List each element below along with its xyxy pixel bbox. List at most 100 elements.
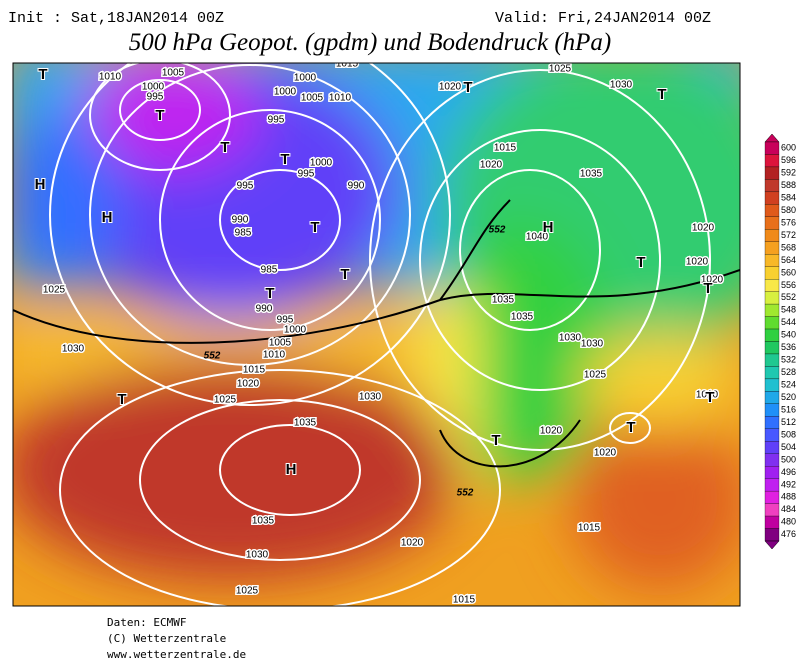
isobar-label: 995 xyxy=(147,92,164,103)
pressure-center: T xyxy=(657,86,666,103)
isobar-label: 1020 xyxy=(692,223,715,234)
colorbar-swatch xyxy=(764,216,780,230)
colorbar-swatch xyxy=(764,241,780,255)
pressure-center: T xyxy=(265,285,274,302)
isobar-label: 1015 xyxy=(336,59,359,70)
pressure-center: T xyxy=(491,432,500,449)
colorbar-swatch xyxy=(764,490,780,504)
colorbar-label: 572 xyxy=(781,230,796,240)
isobar-label: 1030 xyxy=(246,550,269,561)
isobar-label: 1020 xyxy=(686,257,709,268)
colorbar-swatch xyxy=(764,466,780,479)
colorbar-label: 528 xyxy=(781,367,796,377)
colorbar-label: 540 xyxy=(781,330,796,340)
colorbar-swatch xyxy=(764,341,780,355)
colorbar-label: 564 xyxy=(781,255,796,265)
isobar-label: 990 xyxy=(232,215,249,226)
isobar-label: 1010 xyxy=(696,390,719,401)
isobar-label: 1025 xyxy=(236,586,259,597)
colorbar-cap xyxy=(764,133,780,143)
pressure-center: T xyxy=(38,66,47,83)
pressure-center: T xyxy=(340,266,349,283)
colorbar-label: 484 xyxy=(781,504,796,514)
isobar-label: 985 xyxy=(235,228,252,239)
colorbar-label: 476 xyxy=(781,529,796,539)
colorbar-swatch xyxy=(764,279,780,292)
colorbar-label: 516 xyxy=(781,404,796,414)
colorbar-label: 544 xyxy=(781,317,796,327)
colorbar-swatch xyxy=(764,266,780,280)
colorbar-swatch xyxy=(764,166,780,180)
init-time: Init : Sat,18JAN2014 00Z xyxy=(8,10,224,27)
isobar-label: 1040 xyxy=(526,232,549,243)
valid-time: Valid: Fri,24JAN2014 00Z xyxy=(495,10,711,27)
isobar-label: 1005 xyxy=(301,93,324,104)
isobar-label: 1020 xyxy=(480,160,503,171)
isobar-label: 995 xyxy=(237,181,254,192)
isobar-label: 1030 xyxy=(559,333,582,344)
isobar-label: 1020 xyxy=(401,538,424,549)
isobar-label: 1025 xyxy=(549,64,572,75)
isobar-label: 1025 xyxy=(214,395,237,406)
colorbar-label: 504 xyxy=(781,442,796,452)
colorbar-swatch xyxy=(764,453,780,467)
colorbar-label: 496 xyxy=(781,467,796,477)
isobar-label: 1035 xyxy=(294,418,317,429)
isobar-label: 1000 xyxy=(294,73,317,84)
isobars xyxy=(49,63,711,606)
isobar-label: 1000 xyxy=(142,82,165,93)
colorbar-swatch xyxy=(764,391,780,404)
isobar-label: 1020 xyxy=(701,275,724,286)
colorbar-label: 532 xyxy=(781,355,796,365)
isobar-label: 1025 xyxy=(584,370,607,381)
colorbar-swatch xyxy=(764,441,780,454)
colorbar-label: 568 xyxy=(781,242,796,252)
isobar-label: 990 xyxy=(348,181,365,192)
colorbar-label: 480 xyxy=(781,517,796,527)
isobar-label: 1015 xyxy=(453,595,476,606)
colorbar-swatch xyxy=(764,303,780,317)
colorbar-swatch xyxy=(764,528,780,542)
height-contour-label: 552 xyxy=(204,351,221,362)
isobar-label: 1010 xyxy=(329,93,352,104)
colorbar-swatch xyxy=(764,478,780,492)
isobar-label: 1000 xyxy=(274,87,297,98)
height-contour-label: 552 xyxy=(489,225,506,236)
colorbar-label: 588 xyxy=(781,180,796,190)
pressure-center: T xyxy=(703,280,712,297)
colorbar-swatch xyxy=(764,416,780,429)
colorbar-label: 580 xyxy=(781,205,796,215)
colorbar-label: 552 xyxy=(781,292,796,302)
isobar-label: 1035 xyxy=(580,169,603,180)
map-title: 500 hPa Geopot. (gpdm) und Bodendruck (h… xyxy=(129,29,612,56)
colorbar-label: 560 xyxy=(781,267,796,277)
height-contour-label: 552 xyxy=(457,488,474,499)
colorbar-label: 592 xyxy=(781,168,796,178)
isobar-label: 1020 xyxy=(540,426,563,437)
map-frame xyxy=(12,62,741,607)
isobar-label: 995 xyxy=(268,115,285,126)
pressure-center: T xyxy=(463,79,472,96)
colorbar-swatch xyxy=(764,366,780,380)
isobar-label: 1035 xyxy=(252,516,275,527)
isobar-label: 995 xyxy=(298,169,315,180)
colorbar-swatch xyxy=(764,254,780,267)
isobar-label: 1035 xyxy=(492,295,515,306)
pressure-center: T xyxy=(636,254,645,271)
isobar-label: 1005 xyxy=(269,338,292,349)
colorbar-swatch xyxy=(764,378,780,392)
colorbar-label: 488 xyxy=(781,492,796,502)
pressure-center: H xyxy=(286,461,297,478)
colorbar-label: 596 xyxy=(781,155,796,165)
colorbar-label: 600 xyxy=(781,143,796,153)
pressure-center: H xyxy=(543,219,554,236)
isobar-label: 1035 xyxy=(511,312,534,323)
colorbar-swatch xyxy=(764,403,780,417)
pressure-center: T xyxy=(705,389,714,406)
pressure-center: T xyxy=(626,419,635,436)
isobar-label: 1020 xyxy=(594,448,617,459)
isobar-label: 1000 xyxy=(284,325,307,336)
colorbar-swatch xyxy=(764,291,780,305)
isobar-label: 1030 xyxy=(62,344,85,355)
